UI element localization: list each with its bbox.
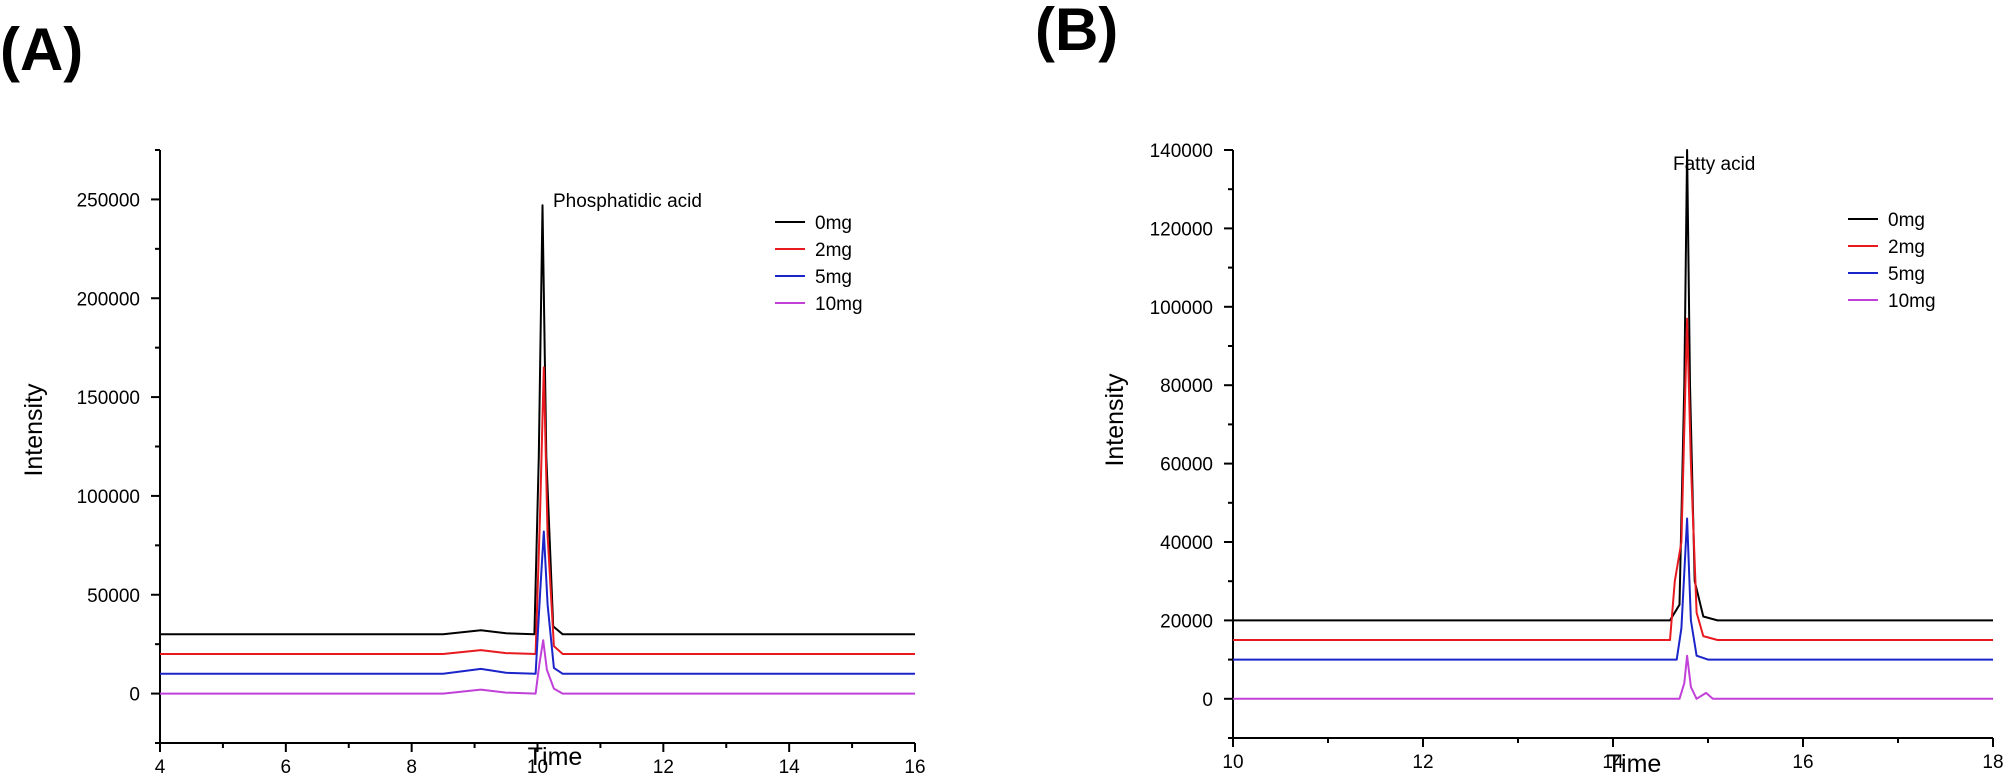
panel-b-x-tick-label: 18 [1982, 752, 2003, 773]
panel-a-legend-label-10mg: 10mg [815, 294, 863, 315]
panel-a-y-axis-title: Intensity [20, 383, 48, 477]
panel-a-legend-label-0mg: 0mg [815, 213, 852, 234]
panel-a-y-tick-label: 0 [129, 685, 140, 706]
panel-a-x-tick-label: 12 [653, 757, 674, 777]
panel-a-series-5mg [160, 530, 915, 675]
panel-b-y-tick-label: 60000 [1160, 455, 1213, 476]
panel-b-legend-label-2mg: 2mg [1888, 237, 1925, 258]
panel-a-x-tick-label: 10 [527, 757, 548, 777]
panel-b-series [1233, 149, 1993, 700]
panel-a-x-tick-label: 4 [155, 757, 166, 777]
panel-a-y-tick-label: 150000 [77, 388, 140, 409]
panel-a-y-tick-label: 200000 [77, 289, 140, 310]
panel-b-y-tick-label: 140000 [1150, 141, 1213, 162]
panel-a-y-tick-label: 250000 [77, 190, 140, 211]
panel-a-x-tick-label: 16 [904, 757, 925, 777]
panel-b-x-tick-label: 14 [1602, 752, 1624, 773]
panel-a: (A) 4 6 8 10 12 14 16 0 50000 100000 150000 200000 2… [0, 16, 926, 777]
panel-a-x-tick-label: 6 [281, 757, 292, 777]
panel-b-x-tick-label: 12 [1412, 752, 1433, 773]
panel-b-y-tick-label: 100000 [1150, 298, 1213, 319]
panel-a-series-0mg [160, 204, 915, 636]
panel-a-y-tick-label: 100000 [77, 487, 140, 508]
panel-a-legend-label-5mg: 5mg [815, 267, 852, 288]
panel-a-series [160, 204, 915, 695]
panel-b-series-5mg [1233, 517, 1993, 661]
panel-a-label: (A) [0, 16, 83, 83]
panel-b-series-2mg [1233, 317, 1993, 641]
panel-a-annotation: Phosphatidic acid [553, 191, 702, 212]
panel-b-y-tick-label: 120000 [1150, 219, 1213, 240]
panel-a-legend: 0mg 2mg 5mg 10mg [775, 213, 863, 315]
panel-a-x-axis-title: Time [528, 743, 583, 771]
panel-b-y-axis-title: Intensity [1101, 373, 1129, 467]
panel-b-x-tick-label: 10 [1222, 752, 1243, 773]
panel-a-x-tick-label: 14 [779, 757, 801, 777]
panel-a-legend-label-2mg: 2mg [815, 240, 852, 261]
panel-b-ticks: 10 12 14 16 18 0 20000 40000 60000 80000 100000 120… [1150, 141, 2004, 773]
panel-a-x-tick-label: 8 [406, 757, 417, 777]
panel-b-x-tick-label: 16 [1792, 752, 1813, 773]
panel-b-y-tick-label: 40000 [1160, 533, 1213, 554]
panel-b-annotation: Fatty acid [1673, 154, 1755, 175]
panel-a-y-tick-label: 50000 [87, 586, 140, 607]
panel-b: (B) 10 12 14 16 18 0 20000 40000 60000 80000 10000… [1035, 0, 2004, 777]
panel-b-y-tick-label: 20000 [1160, 611, 1213, 632]
panel-b-y-tick-label: 80000 [1160, 376, 1213, 397]
panel-b-legend-label-0mg: 0mg [1888, 210, 1925, 231]
panel-b-label: (B) [1035, 0, 1118, 63]
panel-b-series-0mg [1233, 149, 1993, 622]
panel-a-ticks: 4 6 8 10 12 14 16 0 50000 100000 150000 200000 25000… [77, 149, 926, 777]
panel-b-legend: 0mg 2mg 5mg 10mg [1848, 210, 1936, 312]
panel-a-series-2mg [160, 366, 915, 655]
panel-b-legend-label-5mg: 5mg [1888, 264, 1925, 285]
panel-a-series-10mg [160, 639, 915, 695]
panel-b-y-tick-label: 0 [1202, 690, 1213, 711]
panel-b-legend-label-10mg: 10mg [1888, 291, 1936, 312]
panel-b-series-10mg [1233, 654, 1993, 700]
panel-b-x-axis-title: Time [1607, 750, 1662, 777]
